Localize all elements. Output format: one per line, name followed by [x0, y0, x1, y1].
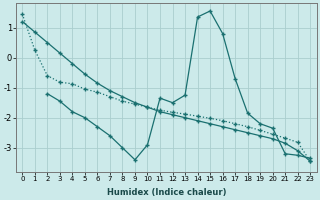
X-axis label: Humidex (Indice chaleur): Humidex (Indice chaleur)	[107, 188, 226, 197]
